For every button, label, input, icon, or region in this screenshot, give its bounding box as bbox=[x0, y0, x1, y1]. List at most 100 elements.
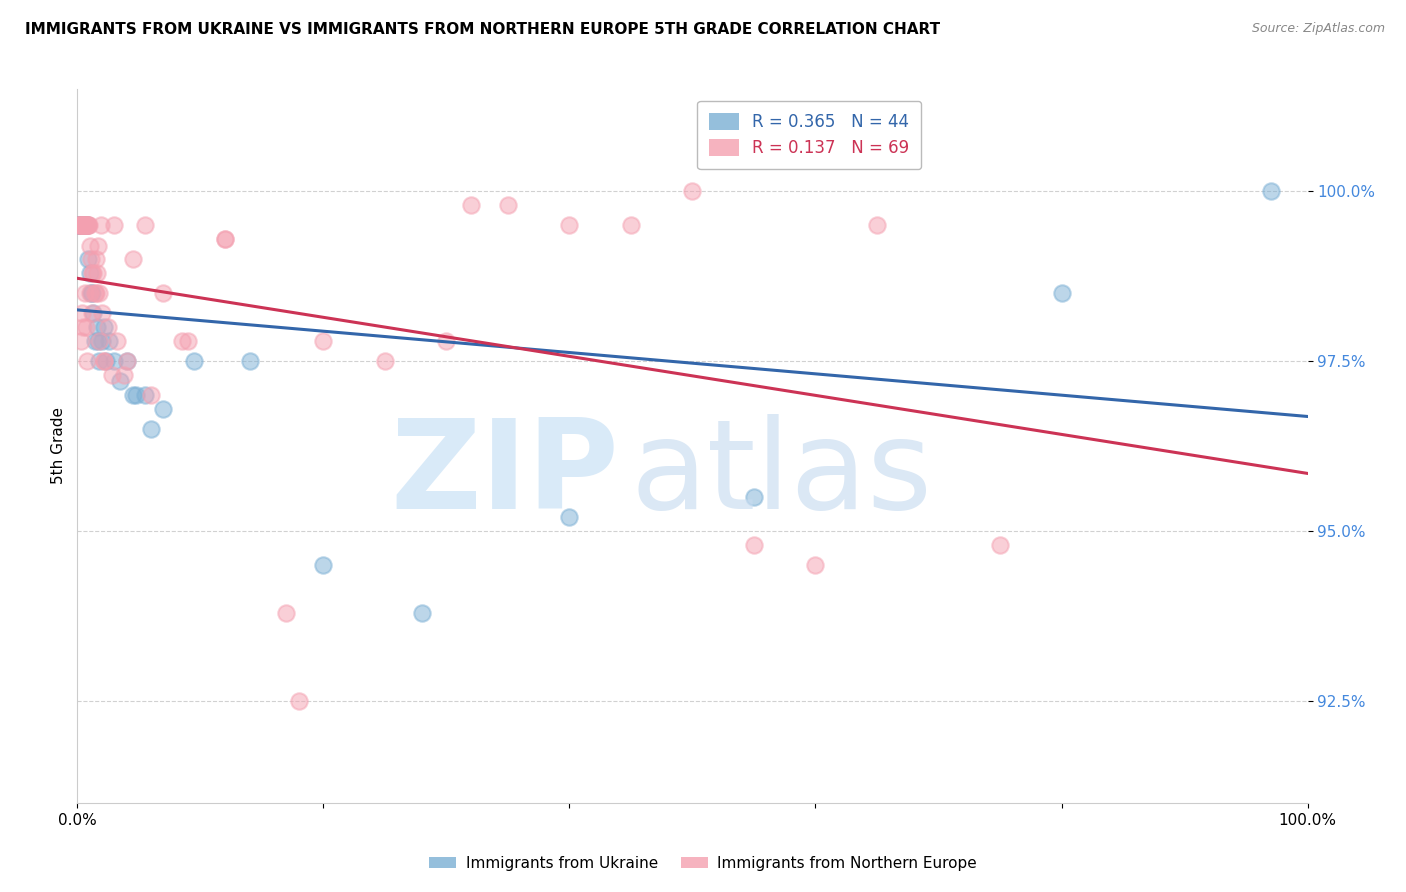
Point bbox=[152, 401, 174, 416]
Point bbox=[105, 334, 128, 348]
Point bbox=[89, 354, 111, 368]
Point bbox=[76, 218, 98, 232]
Point bbox=[312, 558, 335, 572]
Point bbox=[80, 252, 103, 266]
Text: ZIP: ZIP bbox=[389, 414, 619, 535]
Point bbox=[72, 218, 94, 232]
Point bbox=[742, 537, 765, 551]
Point bbox=[70, 218, 93, 232]
Point bbox=[67, 218, 90, 232]
Point bbox=[93, 354, 115, 368]
Point bbox=[77, 252, 100, 266]
Point bbox=[239, 354, 262, 368]
Point bbox=[98, 334, 121, 348]
Point bbox=[121, 388, 143, 402]
Point bbox=[558, 218, 581, 232]
Point bbox=[804, 558, 827, 572]
Point bbox=[214, 232, 236, 246]
Point bbox=[288, 694, 311, 708]
Legend: R = 0.365   N = 44, R = 0.137   N = 69: R = 0.365 N = 44, R = 0.137 N = 69 bbox=[697, 101, 921, 169]
Point bbox=[90, 218, 112, 232]
Point bbox=[86, 266, 108, 280]
Point bbox=[121, 252, 143, 266]
Point bbox=[87, 334, 110, 348]
Point bbox=[115, 354, 138, 368]
Point bbox=[93, 320, 115, 334]
Point bbox=[374, 354, 396, 368]
Point bbox=[76, 218, 98, 232]
Point bbox=[67, 218, 90, 232]
Point bbox=[67, 218, 90, 232]
Point bbox=[152, 286, 174, 301]
Point bbox=[82, 306, 104, 320]
Point bbox=[72, 218, 94, 232]
Point bbox=[436, 334, 458, 348]
Point bbox=[682, 184, 704, 198]
Point bbox=[73, 218, 96, 232]
Point bbox=[214, 232, 236, 246]
Point bbox=[70, 306, 93, 320]
Point bbox=[496, 198, 519, 212]
Point bbox=[82, 306, 104, 320]
Point bbox=[69, 218, 91, 232]
Point bbox=[79, 266, 101, 280]
Point bbox=[93, 354, 115, 368]
Point bbox=[87, 238, 110, 252]
Point bbox=[1050, 286, 1073, 301]
Point bbox=[83, 286, 105, 301]
Point bbox=[69, 218, 91, 232]
Point bbox=[134, 218, 156, 232]
Point bbox=[72, 218, 94, 232]
Point bbox=[82, 266, 104, 280]
Point bbox=[82, 286, 104, 301]
Point bbox=[70, 218, 93, 232]
Point bbox=[94, 354, 117, 368]
Point bbox=[70, 218, 93, 232]
Point bbox=[558, 510, 581, 524]
Point bbox=[103, 354, 125, 368]
Point bbox=[170, 334, 193, 348]
Point bbox=[141, 422, 163, 436]
Point bbox=[115, 354, 138, 368]
Point bbox=[411, 606, 433, 620]
Point bbox=[101, 368, 124, 382]
Point bbox=[76, 218, 98, 232]
Point bbox=[141, 388, 163, 402]
Point bbox=[69, 218, 91, 232]
Point bbox=[73, 218, 96, 232]
Y-axis label: 5th Grade: 5th Grade bbox=[51, 408, 66, 484]
Point bbox=[866, 218, 889, 232]
Point bbox=[80, 286, 103, 301]
Point bbox=[82, 266, 104, 280]
Point bbox=[75, 218, 97, 232]
Point bbox=[988, 537, 1011, 551]
Point bbox=[73, 218, 96, 232]
Point bbox=[70, 218, 93, 232]
Point bbox=[742, 490, 765, 504]
Point bbox=[112, 368, 135, 382]
Point bbox=[134, 388, 156, 402]
Point bbox=[276, 606, 298, 620]
Point bbox=[69, 218, 91, 232]
Point bbox=[75, 218, 97, 232]
Point bbox=[72, 320, 94, 334]
Point bbox=[76, 218, 98, 232]
Point bbox=[86, 320, 108, 334]
Point bbox=[67, 218, 90, 232]
Point bbox=[90, 306, 114, 320]
Point bbox=[183, 354, 205, 368]
Point bbox=[77, 218, 100, 232]
Point bbox=[70, 334, 93, 348]
Point bbox=[103, 218, 125, 232]
Point bbox=[620, 218, 643, 232]
Point bbox=[73, 286, 96, 301]
Point bbox=[89, 286, 111, 301]
Point bbox=[75, 218, 97, 232]
Point bbox=[460, 198, 482, 212]
Text: Source: ZipAtlas.com: Source: ZipAtlas.com bbox=[1251, 22, 1385, 36]
Point bbox=[177, 334, 200, 348]
Point bbox=[110, 375, 132, 389]
Point bbox=[77, 218, 100, 232]
Point bbox=[125, 388, 148, 402]
Point bbox=[89, 334, 111, 348]
